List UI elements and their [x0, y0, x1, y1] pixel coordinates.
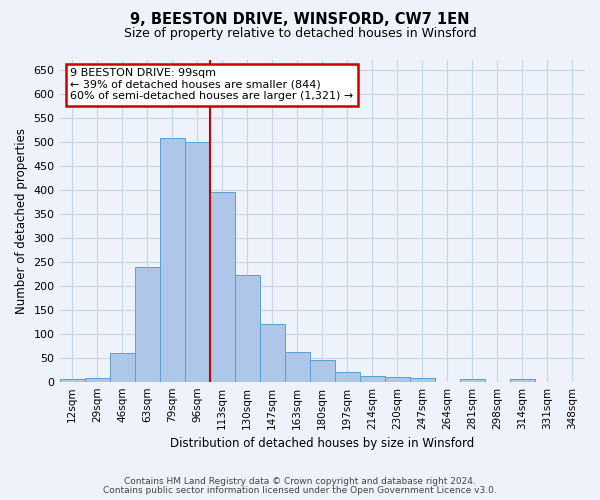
Bar	[385, 378, 410, 382]
Bar	[110, 353, 134, 382]
Bar	[160, 138, 185, 382]
Bar	[134, 268, 160, 382]
Text: Contains public sector information licensed under the Open Government Licence v3: Contains public sector information licen…	[103, 486, 497, 495]
Bar	[85, 378, 110, 382]
Bar	[209, 192, 235, 382]
Text: Size of property relative to detached houses in Winsford: Size of property relative to detached ho…	[124, 28, 476, 40]
Bar	[235, 275, 260, 382]
Y-axis label: Number of detached properties: Number of detached properties	[15, 128, 28, 314]
Bar	[260, 324, 285, 382]
Bar	[360, 376, 385, 382]
Bar	[510, 379, 535, 382]
Text: 9 BEESTON DRIVE: 99sqm
← 39% of detached houses are smaller (844)
60% of semi-de: 9 BEESTON DRIVE: 99sqm ← 39% of detached…	[70, 68, 353, 101]
Bar	[460, 380, 485, 382]
Text: 9, BEESTON DRIVE, WINSFORD, CW7 1EN: 9, BEESTON DRIVE, WINSFORD, CW7 1EN	[130, 12, 470, 28]
Bar	[410, 378, 435, 382]
Bar	[285, 352, 310, 382]
Bar	[310, 360, 335, 382]
Bar	[185, 142, 209, 382]
Bar	[335, 372, 360, 382]
X-axis label: Distribution of detached houses by size in Winsford: Distribution of detached houses by size …	[170, 437, 475, 450]
Bar	[59, 380, 85, 382]
Text: Contains HM Land Registry data © Crown copyright and database right 2024.: Contains HM Land Registry data © Crown c…	[124, 477, 476, 486]
